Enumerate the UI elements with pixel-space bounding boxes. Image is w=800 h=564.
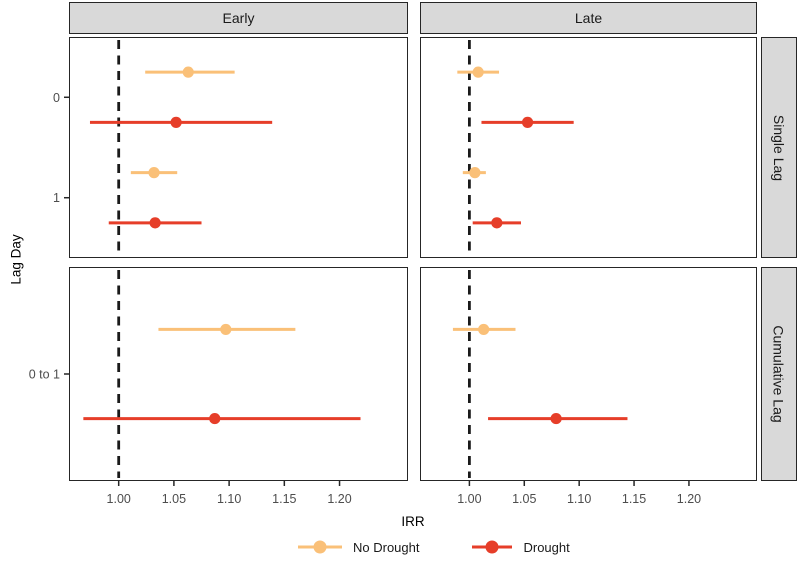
y-tick-label: 0 — [53, 91, 60, 105]
facet-strip-late: Late — [420, 2, 757, 34]
facet-strip-cumulative-lag-label: Cumulative Lag — [771, 325, 787, 423]
panel-late-single-lag — [420, 37, 757, 258]
legend-label-no-drought: No Drought — [353, 539, 420, 555]
no-drought-key-icon — [298, 540, 342, 554]
drought-key-icon — [472, 540, 513, 554]
y-axis-title: Lag Day — [8, 234, 24, 285]
y-tick-label: 0 to 1 — [29, 368, 60, 382]
facet-strip-early-label: Early — [222, 10, 255, 26]
legend-label-drought: Drought — [523, 539, 570, 555]
y-tick-label: 1 — [53, 191, 60, 205]
x-tick-label: 1.10 — [567, 492, 591, 506]
legend-item-drought: Drought — [471, 539, 570, 555]
facet-strip-single-lag: Single Lag — [761, 37, 797, 258]
x-tick-label: 1.15 — [622, 492, 646, 506]
x-tick-label: 1.20 — [327, 492, 351, 506]
panel-early-single-lag — [69, 37, 408, 258]
x-tick-label: 1.10 — [217, 492, 241, 506]
x-tick-label: 1.05 — [512, 492, 536, 506]
x-tick-label: 1.00 — [457, 492, 481, 506]
facet-strip-single-lag-label: Single Lag — [771, 114, 788, 181]
x-tick-label: 1.15 — [272, 492, 296, 506]
legend-item-no-drought: No Drought — [297, 539, 419, 555]
legend: No Drought Drought — [297, 536, 570, 558]
panel-late-cumulative-lag — [420, 267, 757, 481]
facet-strip-cumulative-lag: Cumulative Lag — [761, 267, 797, 481]
x-axis-title: IRR — [401, 514, 425, 529]
x-tick-label: 1.05 — [162, 492, 186, 506]
panel-early-cumulative-lag — [69, 267, 408, 481]
facet-strip-early: Early — [69, 2, 408, 34]
x-tick-label: 1.20 — [677, 492, 701, 506]
facet-strip-late-label: Late — [574, 10, 603, 26]
x-tick-label: 1.00 — [107, 492, 131, 506]
